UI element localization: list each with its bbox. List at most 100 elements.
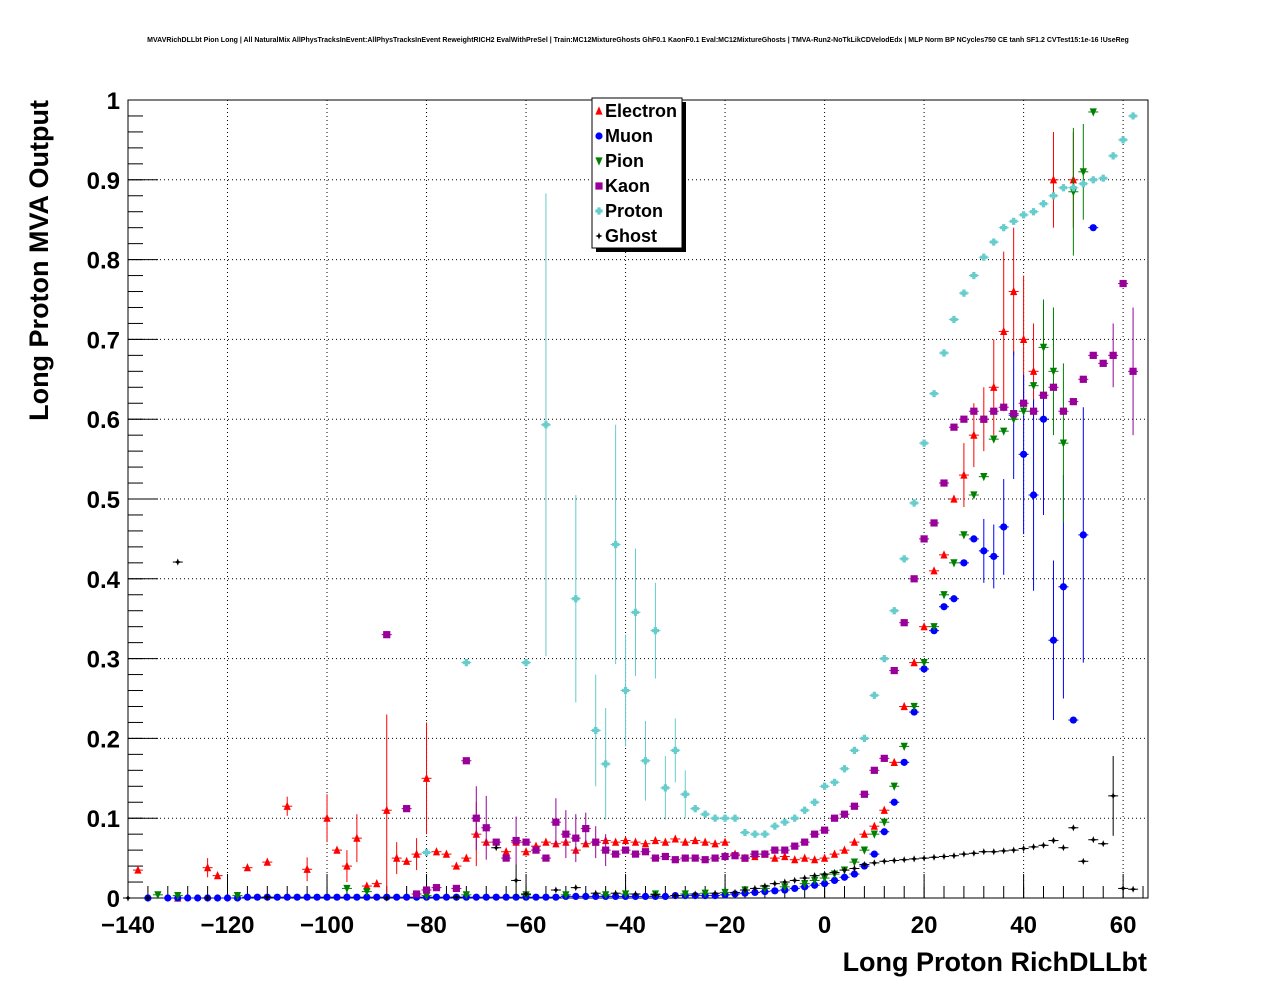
data-point bbox=[980, 415, 988, 423]
data-point bbox=[1129, 885, 1137, 893]
data-point bbox=[820, 853, 829, 862]
data-point bbox=[1020, 211, 1028, 219]
data-point bbox=[801, 838, 809, 846]
data-point bbox=[631, 850, 640, 858]
data-point bbox=[482, 893, 490, 901]
data-point bbox=[950, 494, 958, 503]
data-point bbox=[910, 702, 918, 712]
data-point bbox=[880, 828, 888, 836]
data-point bbox=[283, 801, 291, 810]
data-point bbox=[1089, 224, 1097, 232]
data-point bbox=[890, 607, 898, 615]
data-point bbox=[432, 884, 441, 892]
data-point bbox=[452, 861, 460, 870]
series-kaon bbox=[381, 279, 1139, 898]
data-point bbox=[422, 886, 431, 894]
data-point bbox=[960, 850, 968, 858]
data-point bbox=[880, 655, 888, 663]
data-point bbox=[174, 558, 182, 566]
data-point bbox=[890, 757, 898, 766]
data-point bbox=[970, 430, 978, 439]
data-point bbox=[204, 894, 212, 902]
data-point bbox=[711, 889, 719, 897]
data-point bbox=[542, 837, 550, 846]
legend-entry: Muon bbox=[605, 126, 653, 146]
data-point bbox=[253, 893, 261, 901]
data-point bbox=[303, 893, 311, 901]
data-point bbox=[343, 884, 351, 894]
data-point bbox=[1020, 407, 1028, 416]
data-point bbox=[960, 415, 968, 423]
data-point bbox=[1010, 846, 1018, 854]
data-point bbox=[263, 893, 271, 901]
data-point bbox=[970, 271, 978, 280]
data-point bbox=[910, 657, 918, 667]
data-point bbox=[592, 889, 600, 897]
data-point bbox=[811, 798, 819, 806]
data-point bbox=[840, 765, 849, 773]
x-tick-label: 0 bbox=[818, 912, 831, 939]
data-point bbox=[522, 658, 530, 667]
data-point bbox=[422, 773, 431, 782]
data-point bbox=[880, 754, 888, 762]
data-point bbox=[383, 805, 391, 814]
data-point bbox=[602, 891, 610, 900]
data-point bbox=[920, 854, 928, 862]
data-point bbox=[323, 813, 331, 822]
data-point bbox=[293, 893, 301, 901]
data-point bbox=[1039, 391, 1048, 399]
data-point bbox=[462, 853, 470, 862]
data-point bbox=[462, 757, 470, 765]
data-point bbox=[920, 439, 928, 447]
data-point bbox=[1069, 716, 1077, 724]
data-point bbox=[791, 884, 799, 893]
data-point bbox=[582, 892, 590, 901]
data-point bbox=[751, 850, 759, 858]
x-tick-label: −80 bbox=[406, 912, 447, 939]
data-point bbox=[592, 726, 600, 735]
data-point bbox=[830, 849, 839, 858]
data-point bbox=[691, 854, 699, 862]
data-point bbox=[711, 854, 719, 862]
data-point bbox=[1079, 180, 1087, 188]
data-point bbox=[870, 821, 878, 830]
data-point bbox=[661, 837, 669, 846]
data-point bbox=[641, 848, 650, 856]
data-point bbox=[1039, 415, 1048, 423]
data-point bbox=[681, 837, 689, 846]
data-point bbox=[532, 893, 540, 901]
data-point bbox=[502, 854, 510, 862]
data-point bbox=[482, 824, 490, 832]
data-point bbox=[651, 627, 660, 635]
data-point bbox=[1010, 410, 1018, 418]
data-point bbox=[811, 830, 819, 838]
data-point bbox=[412, 849, 421, 858]
data-point bbox=[970, 407, 978, 415]
data-point bbox=[950, 595, 958, 603]
data-point bbox=[1119, 136, 1127, 144]
legend-marker bbox=[595, 106, 603, 115]
data-point bbox=[950, 852, 958, 860]
data-point bbox=[1000, 326, 1008, 336]
data-point bbox=[1000, 847, 1008, 855]
data-point bbox=[1119, 884, 1127, 892]
data-point bbox=[492, 838, 500, 846]
data-point bbox=[980, 253, 988, 261]
data-point bbox=[990, 848, 998, 856]
data-point bbox=[562, 891, 570, 900]
data-point bbox=[671, 746, 679, 754]
x-tick-label: −60 bbox=[506, 912, 547, 939]
data-point bbox=[771, 880, 779, 888]
data-point bbox=[900, 701, 908, 711]
data-point bbox=[432, 893, 441, 901]
data-point bbox=[1029, 407, 1038, 415]
x-tick-label: −40 bbox=[605, 912, 646, 939]
data-point bbox=[840, 845, 849, 854]
legend: Electron Muon Pion Kaon Proton Ghost bbox=[591, 97, 686, 252]
data-point bbox=[761, 830, 769, 838]
data-point bbox=[691, 835, 699, 845]
data-point bbox=[592, 838, 600, 846]
data-point bbox=[562, 830, 570, 838]
data-point bbox=[1109, 792, 1117, 800]
data-point bbox=[472, 814, 480, 822]
